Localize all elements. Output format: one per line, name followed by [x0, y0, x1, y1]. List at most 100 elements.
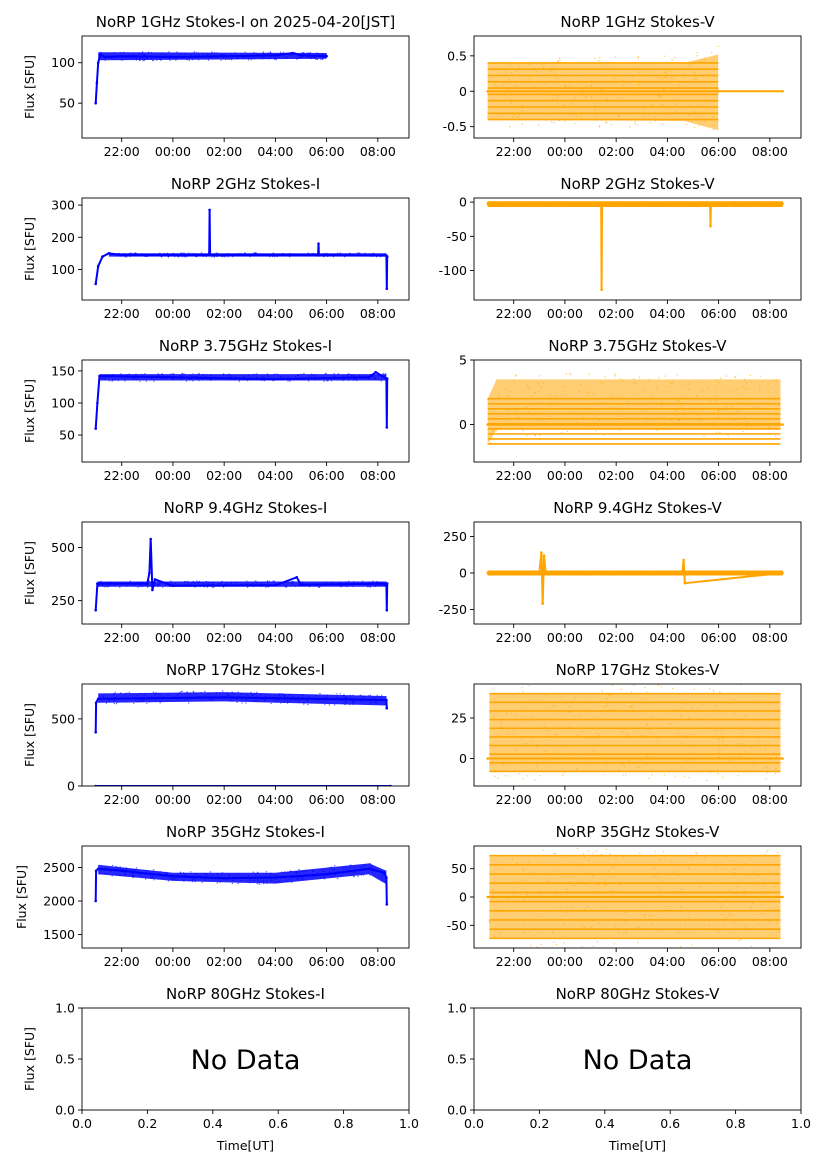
data-point: [494, 775, 496, 778]
data-point: [684, 703, 686, 705]
data-point: [744, 388, 746, 390]
data-point: [262, 58, 264, 60]
data-point: [372, 375, 374, 378]
data-point: [759, 748, 761, 750]
data-point: [276, 881, 279, 883]
data-point: [664, 71, 666, 73]
data-point: [180, 252, 182, 254]
data-point: [550, 121, 553, 123]
data-point: [545, 694, 547, 696]
data-point: [654, 120, 657, 122]
data-point: [766, 771, 768, 774]
data-point: [518, 416, 520, 419]
data-point: [493, 715, 495, 718]
data-point: [568, 711, 570, 713]
data-point: [212, 699, 214, 702]
data-point: [692, 857, 694, 859]
data-point: [367, 584, 369, 587]
data-point: [575, 767, 578, 770]
data-point: [308, 696, 310, 698]
data-point: [220, 582, 222, 584]
data-point: [597, 60, 600, 62]
data-point: [325, 54, 328, 58]
data-point: [224, 256, 226, 258]
data-point: [130, 252, 132, 254]
data-point: [162, 586, 164, 589]
data-point: [730, 914, 732, 917]
data-point: [693, 733, 695, 735]
plot-area: [486, 372, 784, 445]
data-point: [645, 420, 647, 423]
data-point: [781, 202, 784, 205]
data-point: [206, 374, 208, 376]
data-point: [179, 52, 182, 55]
data-point: [326, 380, 328, 382]
data-point: [639, 71, 641, 74]
data-point: [171, 584, 175, 588]
data-point: [256, 883, 258, 885]
data-point: [133, 702, 135, 704]
data-point: [607, 694, 609, 696]
series-line: [94, 538, 389, 611]
data-point: [124, 868, 127, 870]
data-point: [333, 869, 335, 871]
data-point: [220, 53, 222, 56]
series-0: [94, 537, 389, 612]
data-point: [124, 380, 126, 382]
data-point: [727, 434, 729, 437]
data-point: [286, 880, 288, 882]
data-point: [614, 925, 616, 927]
data-point: [372, 697, 375, 699]
data-point: [677, 400, 680, 402]
data-point: [539, 434, 541, 437]
data-point: [139, 692, 141, 695]
data-point: [260, 379, 263, 382]
data-point: [633, 378, 635, 380]
data-point: [322, 877, 325, 879]
data-point: [385, 903, 389, 906]
y-tick-label: 150: [51, 363, 75, 378]
data-point: [600, 288, 603, 292]
data-point: [529, 76, 531, 78]
data-point: [151, 588, 154, 592]
y-tick-label: 0.0: [55, 1103, 75, 1118]
data-point: [776, 852, 779, 854]
data-point: [717, 382, 720, 384]
data-point: [385, 582, 389, 585]
data-point: [493, 936, 496, 938]
data-point: [384, 373, 387, 375]
data-point: [614, 56, 617, 58]
data-point: [590, 926, 592, 928]
data-point: [508, 775, 510, 777]
data-point: [615, 857, 617, 859]
data-point: [120, 52, 122, 54]
data-point: [256, 691, 258, 694]
data-point: [182, 374, 184, 376]
data-point: [263, 698, 265, 701]
data-point: [339, 693, 341, 695]
data-point: [253, 58, 256, 60]
data-point: [298, 57, 300, 59]
data-point: [347, 373, 349, 375]
x-tick-label: 0.8: [726, 1116, 746, 1131]
data-point: [565, 911, 567, 914]
x-tick-label: 04:00: [257, 630, 293, 645]
plot-area: [486, 45, 784, 131]
data-point: [518, 773, 520, 775]
data-point: [119, 866, 121, 868]
data-point: [183, 581, 185, 583]
data-point: [718, 738, 720, 740]
data-point: [521, 716, 524, 718]
data-point: [145, 878, 147, 880]
data-point: [206, 580, 208, 583]
data-point: [208, 57, 211, 59]
data-point: [237, 252, 240, 255]
data-point: [606, 98, 608, 100]
data-point: [619, 884, 622, 886]
data-point: [228, 373, 230, 375]
data-point: [312, 870, 314, 872]
data-point: [139, 57, 141, 59]
data-point: [376, 256, 378, 258]
data-point: [212, 581, 215, 584]
data-point: [559, 746, 561, 748]
